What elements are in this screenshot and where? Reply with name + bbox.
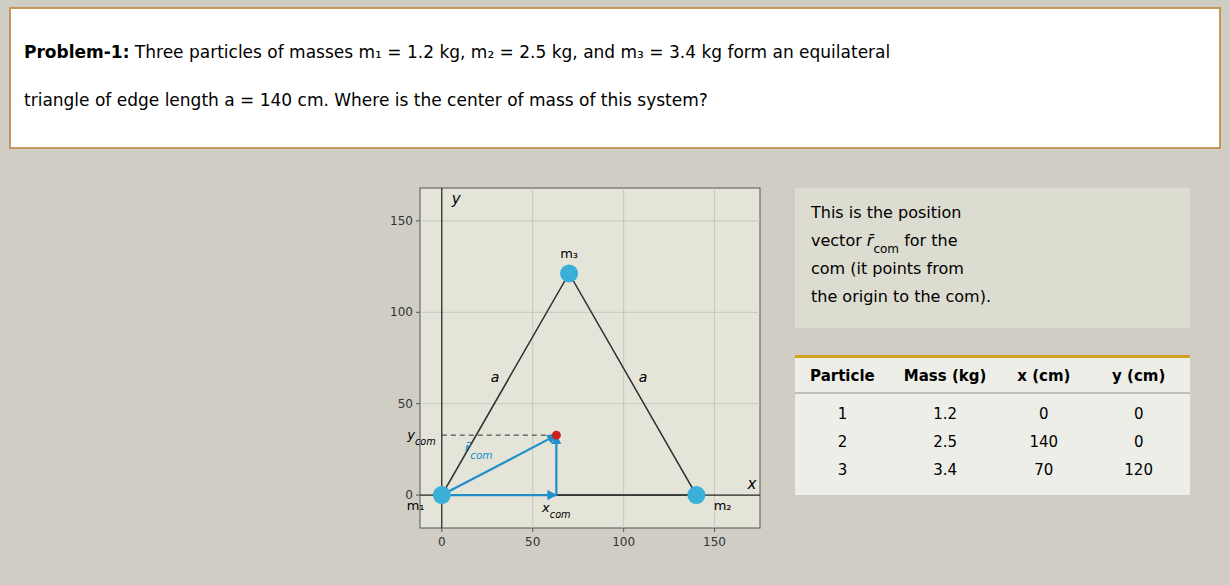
table-cell: 70 xyxy=(1034,461,1053,479)
table-cell: 3 xyxy=(838,461,848,479)
subtitle: Three particles of masses m₁ = 1.2 kg, m… xyxy=(129,42,890,62)
table-cell: 140 xyxy=(1030,433,1059,451)
grid-line xyxy=(441,188,442,528)
subtitle: triangle of edge length a = 140 cm. Wher… xyxy=(24,90,708,110)
com-point xyxy=(552,431,561,440)
table-cell: 1.2 xyxy=(933,405,957,423)
table-header-line xyxy=(795,393,1190,394)
tick-label: 50 xyxy=(398,397,413,411)
grid-line xyxy=(623,188,624,528)
table-header: x (cm) xyxy=(1017,367,1070,385)
table-cell: 0 xyxy=(1039,405,1049,423)
problem-line: Problem-1: Three particles of masses m₁ … xyxy=(24,42,890,62)
tick-mark xyxy=(714,528,715,532)
tick-label: 150 xyxy=(390,214,413,228)
table-header: Mass (kg) xyxy=(904,367,987,385)
vector-label: r̄com xyxy=(464,440,492,461)
com-guide xyxy=(442,435,557,436)
particle xyxy=(433,486,451,504)
symbol-base: y xyxy=(406,427,415,442)
annotation-part: for the xyxy=(899,231,957,250)
annotation: This is the position xyxy=(810,203,961,222)
table-cell: 2.5 xyxy=(933,433,957,451)
tick-mark xyxy=(623,528,624,532)
ycom-label: ycom xyxy=(406,427,436,447)
y-component xyxy=(555,435,557,495)
grid-line xyxy=(420,220,760,221)
tick-mark xyxy=(416,220,420,221)
plot-area xyxy=(420,188,760,528)
tick-mark xyxy=(532,528,533,532)
particle-label: m₁ xyxy=(407,498,425,513)
tick-label: 50 xyxy=(525,535,540,549)
table-cell: 3.4 xyxy=(933,461,957,479)
table-cell: 0 xyxy=(1134,405,1144,423)
symbol-sub: com xyxy=(550,509,571,520)
marks xyxy=(433,264,706,504)
annotation-box xyxy=(795,188,1190,328)
side-label: a xyxy=(639,369,648,385)
problem-box xyxy=(10,8,1220,148)
table-box xyxy=(795,355,1190,495)
particle-label: m₂ xyxy=(714,498,732,513)
table-cell: 120 xyxy=(1124,461,1153,479)
zero-axis xyxy=(441,188,442,528)
particle xyxy=(560,264,578,282)
tick-mark xyxy=(416,495,420,496)
symbol-sub: com xyxy=(415,436,436,447)
x-component xyxy=(442,494,557,496)
symbol-sub: com xyxy=(470,449,492,461)
grid-line xyxy=(420,403,760,404)
grid-line xyxy=(714,188,715,528)
table-header: Particle xyxy=(810,367,875,385)
position-vector xyxy=(442,435,557,495)
table-cell: 0 xyxy=(1134,433,1144,451)
xcom-label: xcom xyxy=(541,500,571,520)
triangle xyxy=(442,273,697,495)
tick-label: 100 xyxy=(390,305,413,319)
grid-line xyxy=(532,188,533,528)
annotation-part: vector xyxy=(811,231,867,250)
chart: Problem-1: Three particles of masses m₁ … xyxy=(0,0,1230,585)
side-label: a xyxy=(491,369,500,385)
tick-mark xyxy=(416,403,420,404)
com-guide xyxy=(556,435,557,495)
grid-line xyxy=(420,312,760,313)
table-cell: 1 xyxy=(838,405,848,423)
tick-mark xyxy=(441,528,442,532)
particle-label: m₃ xyxy=(560,246,578,261)
tick-label: 100 xyxy=(612,535,635,549)
title: Problem-1: xyxy=(24,42,129,62)
annotation: the origin to the com). xyxy=(811,287,991,306)
symbol-sub: com xyxy=(873,242,899,256)
table-header: y (cm) xyxy=(1112,367,1165,385)
tick-label: 150 xyxy=(703,535,726,549)
annotation: vector r̄com for the xyxy=(811,231,958,256)
particle xyxy=(687,486,705,504)
annotation: com (it points from xyxy=(811,259,964,278)
symbol-base: x xyxy=(541,500,550,515)
tick-mark xyxy=(416,312,420,313)
tick-label: 0 xyxy=(438,535,446,549)
axis-label: y xyxy=(451,190,462,208)
table-top-line xyxy=(795,355,1190,358)
axis-label: x xyxy=(747,475,757,493)
table-cell: 2 xyxy=(838,433,848,451)
